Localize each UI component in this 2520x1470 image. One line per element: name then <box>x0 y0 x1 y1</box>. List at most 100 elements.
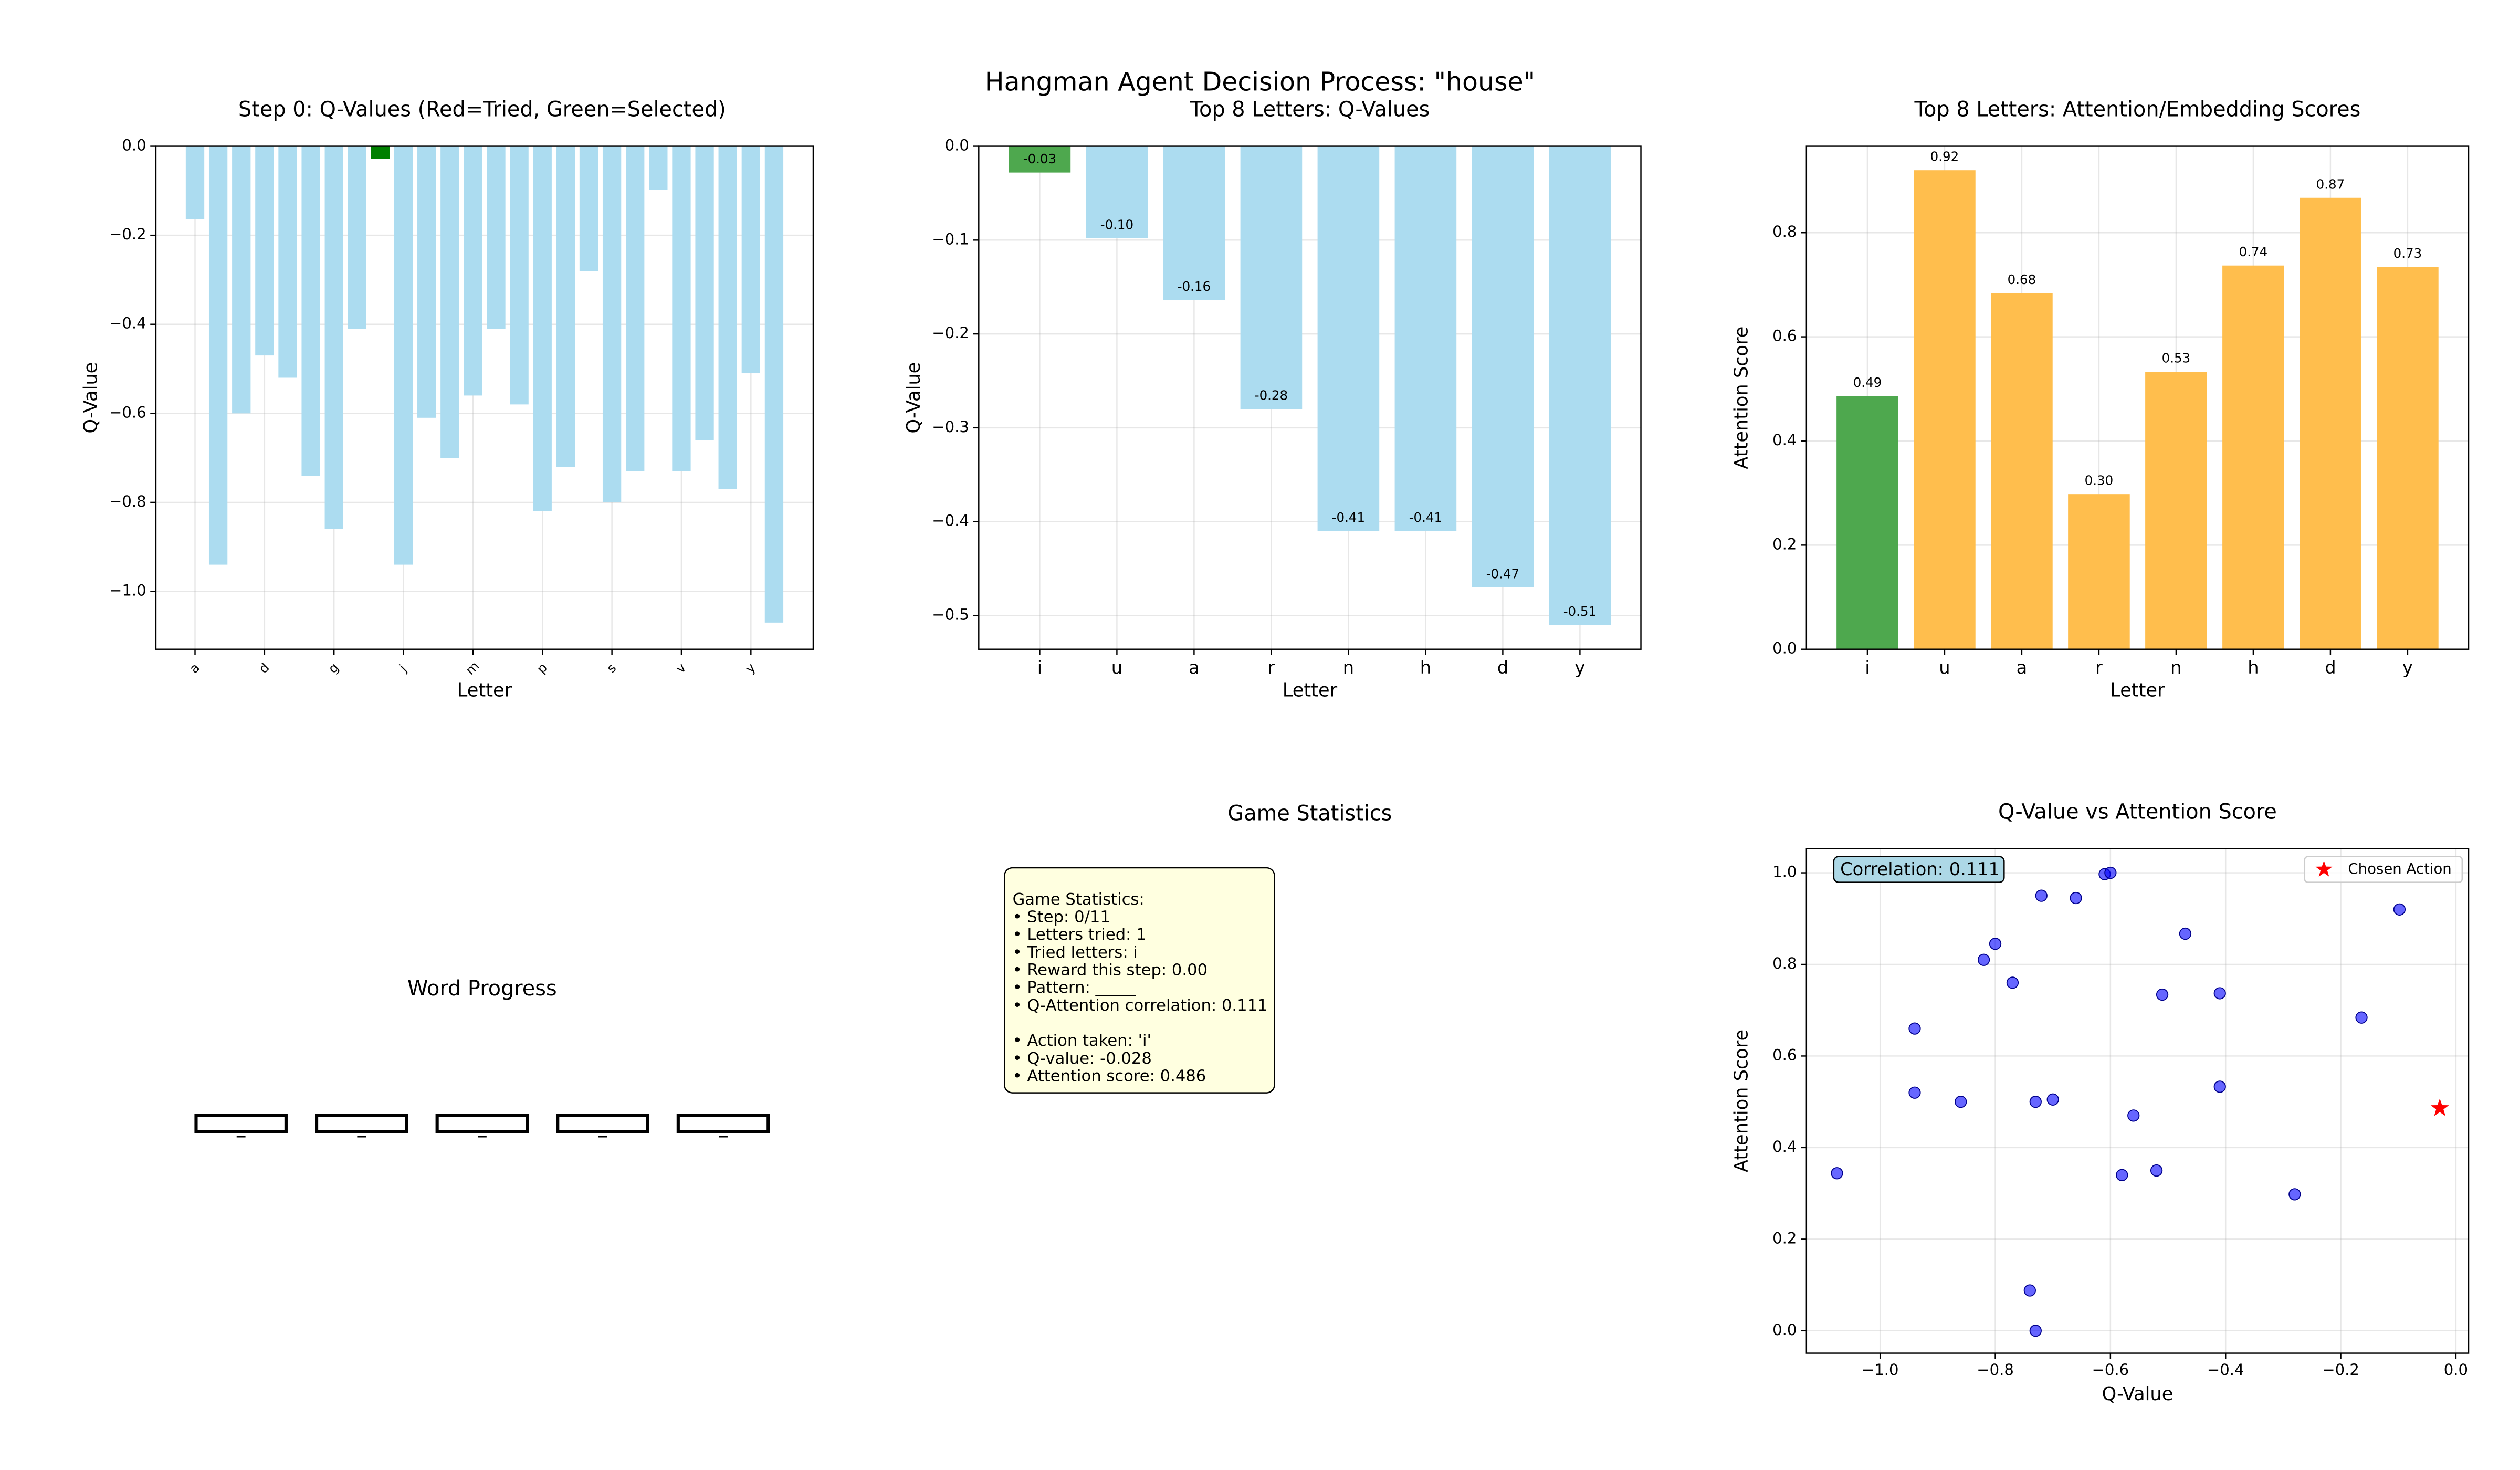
bar <box>1163 146 1225 300</box>
plot-frame <box>1805 848 2470 1354</box>
y-tick-label: −0.8 <box>109 492 146 510</box>
stats-line: • Tried letters: i <box>1013 943 1138 962</box>
value-label: 0.74 <box>2239 244 2267 259</box>
x-tick-label: h <box>1420 657 1431 678</box>
y-tick-label: 0.0 <box>945 136 969 154</box>
bar <box>1914 170 1976 649</box>
value-label: 0.92 <box>1930 149 1959 164</box>
bar <box>1240 146 1303 410</box>
plot-frame <box>978 145 1642 650</box>
letter-box <box>556 1114 649 1133</box>
y-tick-label: 0.2 <box>1772 535 1797 553</box>
stats-line: • Step: 0/11 <box>1013 908 1110 926</box>
x-tick-label: −0.6 <box>2092 1361 2129 1379</box>
scatter-point <box>2393 903 2406 916</box>
bar <box>301 146 320 476</box>
y-tick-label: −1.0 <box>109 581 146 599</box>
value-label: -0.16 <box>1178 279 1211 294</box>
stats-line: • Pattern: _____ <box>1013 979 1136 997</box>
x-tick-label: d <box>2325 657 2336 678</box>
stats-line: • Attention score: 0.486 <box>1013 1067 1206 1086</box>
legend-label: Chosen Action <box>2348 860 2451 877</box>
bar <box>2377 267 2439 649</box>
scatter-point <box>2127 1109 2140 1122</box>
y-tick-label: −0.4 <box>109 314 146 332</box>
value-label: -0.10 <box>1100 217 1133 232</box>
chart-title: Top 8 Letters: Attention/Embedding Score… <box>1914 98 2360 122</box>
bar <box>348 146 366 329</box>
x-tick-label: y <box>1574 657 1585 678</box>
x-tick-label: r <box>2095 657 2103 678</box>
scatter-point <box>2156 988 2169 1001</box>
x-axis-label: Letter <box>1283 679 1338 701</box>
value-label: 0.53 <box>2162 351 2190 366</box>
x-tick-label: d <box>1497 657 1508 678</box>
y-tick-label: −0.2 <box>109 225 146 243</box>
bar <box>208 146 228 565</box>
x-axis-label: Q-Value <box>2102 1383 2173 1405</box>
bar <box>556 146 575 467</box>
bar <box>533 146 552 511</box>
chart-title: Q-Value vs Attention Score <box>1998 800 2277 824</box>
bar <box>718 146 737 489</box>
x-axis-label: Letter <box>2110 679 2165 701</box>
bar <box>510 146 529 405</box>
scatter-point <box>1977 953 1990 966</box>
bar <box>649 146 668 190</box>
stats-line: • Q-value: -0.028 <box>1013 1049 1152 1068</box>
bar <box>394 146 413 565</box>
scatter-point <box>1831 1167 1843 1180</box>
bar <box>2068 494 2130 649</box>
bar <box>371 146 390 159</box>
y-tick-label: 1.0 <box>1772 863 1797 881</box>
scatter-point <box>2179 927 2192 940</box>
bar <box>324 146 343 529</box>
scatter-point <box>2046 1093 2059 1106</box>
scatter-point <box>2150 1164 2163 1177</box>
scatter-point <box>1989 938 2002 950</box>
plot-frame <box>155 145 814 650</box>
value-label: -0.41 <box>1332 510 1365 525</box>
chart-title: Top 8 Letters: Q-Values <box>1189 98 1430 122</box>
letter-box <box>194 1114 288 1133</box>
chart-title: Word Progress <box>407 976 557 1001</box>
x-tick-label: y <box>2402 657 2413 678</box>
letter-box <box>315 1114 408 1133</box>
stats-line: • Letters tried: 1 <box>1013 926 1147 944</box>
y-tick-label: 0.0 <box>1772 639 1797 657</box>
y-tick-label: 0.6 <box>1772 1046 1797 1064</box>
scatter-point <box>2213 987 2226 1000</box>
panel-title: Game Statistics <box>1227 802 1392 826</box>
value-label: -0.47 <box>1486 566 1519 581</box>
bar <box>579 146 598 271</box>
bar <box>232 146 251 414</box>
y-tick-label: 0.2 <box>1772 1229 1797 1247</box>
scatter-point <box>2070 891 2082 905</box>
bar <box>185 146 205 219</box>
scatter-point <box>2213 1080 2226 1093</box>
scatter-point <box>2023 1284 2036 1297</box>
x-tick-label: 0.0 <box>2444 1361 2468 1379</box>
bar <box>1991 293 2053 649</box>
value-label: 0.73 <box>2393 246 2422 261</box>
value-label: 0.30 <box>2085 473 2113 488</box>
letter-slot: _ <box>478 1117 487 1137</box>
x-tick-label: a <box>2017 657 2028 678</box>
x-tick-label: i <box>1037 657 1042 678</box>
x-tick-label: h <box>2248 657 2259 678</box>
letter-slot: _ <box>237 1117 246 1137</box>
value-label: 0.68 <box>2008 272 2036 287</box>
bar <box>741 146 760 374</box>
x-tick-label: a <box>1189 657 1200 678</box>
y-axis-label: Attention Score <box>1730 327 1752 469</box>
stats-line: • Q-Attention correlation: 0.111 <box>1013 996 1268 1015</box>
x-tick-label: −0.4 <box>2207 1361 2244 1379</box>
scatter-point <box>2006 976 2019 989</box>
letter-slot: _ <box>357 1117 366 1137</box>
stats-box <box>1004 867 1275 1094</box>
scatter-point <box>2029 1325 2042 1337</box>
bar <box>602 146 622 502</box>
y-tick-label: −0.4 <box>932 512 969 530</box>
scatter-point <box>2116 1169 2128 1181</box>
